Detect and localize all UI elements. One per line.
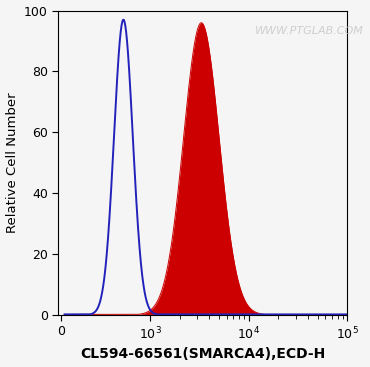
Y-axis label: Relative Cell Number: Relative Cell Number xyxy=(6,92,18,233)
Text: WWW.PTGLAB.COM: WWW.PTGLAB.COM xyxy=(255,26,364,36)
X-axis label: CL594-66561(SMARCA4),ECD-H: CL594-66561(SMARCA4),ECD-H xyxy=(80,348,326,361)
